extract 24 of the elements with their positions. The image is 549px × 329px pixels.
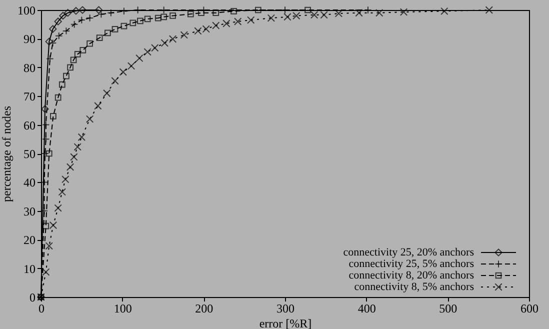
x-tick-label: 500 bbox=[439, 302, 458, 316]
x-tick-label: 300 bbox=[276, 302, 294, 316]
y-tick-label: 60 bbox=[24, 118, 36, 132]
x-tick-label: 100 bbox=[114, 302, 132, 316]
y-tick-label: 10 bbox=[24, 262, 36, 276]
y-tick-label: 20 bbox=[24, 233, 36, 248]
y-tick-label: 50 bbox=[24, 147, 36, 161]
legend-label: connectivity 8, 5% anchors bbox=[354, 281, 474, 293]
y-tick-label: 80 bbox=[24, 60, 36, 75]
y-tick-label: 100 bbox=[18, 4, 36, 18]
y-axis-title: percentage of nodes bbox=[0, 106, 14, 202]
y-tick-label: 70 bbox=[24, 90, 36, 104]
y-tick-label: 30 bbox=[24, 204, 36, 218]
y-tick-label: 40 bbox=[24, 176, 36, 190]
y-tick-label: 90 bbox=[24, 32, 36, 46]
legend-label: connectivity 25, 20% anchors bbox=[343, 246, 474, 258]
x-tick-label: 600 bbox=[520, 302, 538, 316]
x-tick-label: 200 bbox=[195, 302, 214, 316]
x-axis-title: error [%R] bbox=[259, 316, 312, 329]
legend-label: connectivity 25, 5% anchors bbox=[348, 258, 474, 270]
legend-label: connectivity 8, 20% anchors bbox=[348, 270, 474, 282]
x-tick-label: 0 bbox=[38, 302, 44, 316]
y-tick-label: 0 bbox=[30, 290, 36, 304]
x-tick-label: 400 bbox=[358, 302, 376, 316]
